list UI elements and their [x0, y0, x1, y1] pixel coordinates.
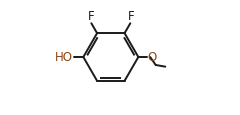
Text: F: F	[128, 10, 134, 23]
Text: O: O	[147, 51, 156, 64]
Text: HO: HO	[54, 51, 72, 64]
Text: F: F	[87, 10, 94, 23]
